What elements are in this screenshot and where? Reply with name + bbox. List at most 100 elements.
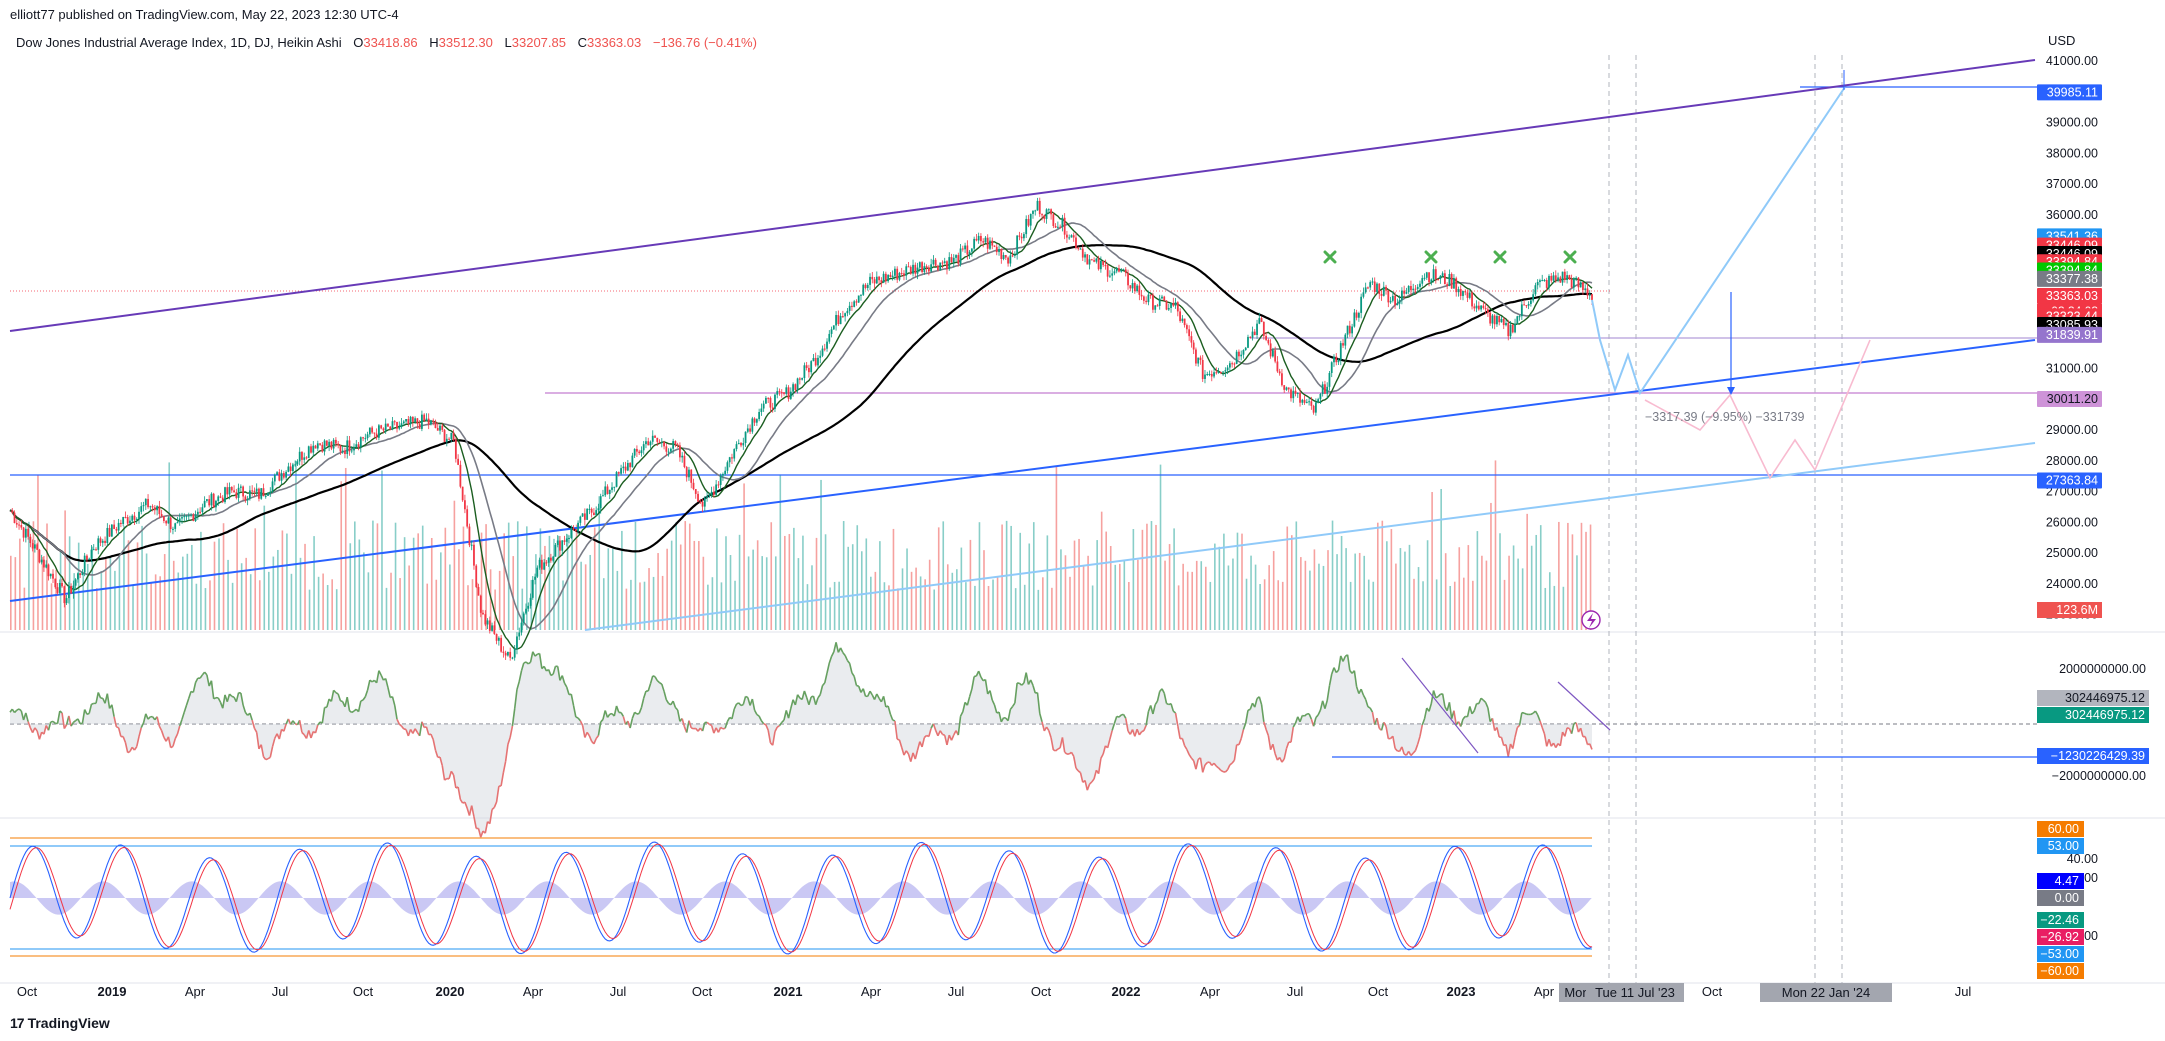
price-tick-label: 24000.00 (2046, 577, 2098, 591)
svg-text:33363.03: 33363.03 (2046, 289, 2098, 303)
time-tick-label: Apr (1200, 984, 1221, 999)
time-tick-label: Oct (1702, 984, 1723, 999)
price-tick-label: 39000.00 (2046, 116, 2098, 130)
stoch-label: 60.00 (2037, 821, 2084, 837)
stoch-label: −22.46 (2037, 912, 2084, 928)
time-tick-label: Oct (353, 984, 374, 999)
stoch-k-line (9, 841, 1593, 955)
ma-50-line (9, 222, 1593, 630)
time-tick-label: Oct (1368, 984, 1389, 999)
time-tick-label: Jul (948, 984, 965, 999)
price-tick-label: 29000.00 (2046, 423, 2098, 437)
price-tick-label: 41000.00 (2046, 54, 2098, 68)
stoch-label: 53.00 (2037, 838, 2084, 854)
stoch-tick-label: 40.00 (2067, 852, 2098, 866)
measure-annotation: −3317.39 (−9.95%) −331739 (1645, 410, 1805, 424)
symbol-title: Dow Jones Industrial Average Index, 1D, … (16, 35, 342, 50)
time-tick-label: Jul (1287, 984, 1304, 999)
price-tick-label: 36000.00 (2046, 208, 2098, 222)
price-tick-label: 37000.00 (2046, 177, 2098, 191)
price-label: 39985.11 (2037, 84, 2102, 101)
svg-text:30011.20: 30011.20 (2047, 392, 2098, 406)
stoch-label: −53.00 (2037, 946, 2084, 962)
price-tick-label: 38000.00 (2046, 146, 2098, 160)
ma-200-line (9, 244, 1593, 563)
macd-tick-label: −2000000000.00 (2052, 769, 2146, 783)
high-value: 33512.30 (438, 35, 493, 50)
stoch-d-line (9, 843, 1593, 953)
svg-text:39985.11: 39985.11 (2047, 85, 2098, 99)
stoch-axis: 40.0020.00−40.0060.0053.004.470.00−22.46… (2037, 821, 2098, 979)
stoch-label: 0.00 (2037, 890, 2084, 906)
svg-text:53.00: 53.00 (2048, 839, 2079, 853)
time-tick-label: Oct (17, 984, 38, 999)
price-label: 31839.91 (2037, 326, 2102, 343)
svg-text:31839.91: 31839.91 (2046, 328, 2098, 342)
time-tick-label: Apr (185, 984, 206, 999)
open-label: O (353, 35, 364, 50)
price-tick-label: 25000.00 (2046, 546, 2098, 560)
peak-markers (1323, 250, 1577, 264)
change-value: −136.76 (−0.41%) (652, 35, 757, 50)
svg-text:27363.84: 27363.84 (2046, 473, 2098, 487)
svg-text:302446975.12: 302446975.12 (2065, 708, 2145, 722)
close-value: 33363.03 (587, 35, 642, 50)
time-axis[interactable]: Oct 2019 Apr Jul Oct 2020 Apr Jul Oct 2021 Apr Jul O… (17, 983, 1972, 1002)
macd-label: −1230226429.39 (2037, 748, 2149, 764)
tradingview-logo[interactable]: 17 TradingView (10, 1015, 110, 1031)
time-tick-label: 2021 (774, 984, 803, 999)
svg-text:Mon 22 Jan '24: Mon 22 Jan '24 (1782, 985, 1871, 1000)
svg-text:−53.00: −53.00 (2040, 947, 2079, 961)
time-tick-label: 2019 (98, 984, 127, 999)
symbol-legend: Dow Jones Industrial Average Index, 1D, … (16, 35, 757, 50)
price-tick-label: 31000.00 (2046, 362, 2098, 376)
time-tick-label: Jul (1955, 984, 1972, 999)
time-tick-label: Apr (1534, 984, 1555, 999)
price-candles (11, 197, 1593, 661)
time-tick-label: Apr (523, 984, 544, 999)
close-label: C (577, 35, 587, 50)
macd-line (9, 642, 1593, 838)
publisher-credit: elliott77 published on TradingView.com, … (10, 7, 399, 22)
svg-text:Mon: Mon (1564, 985, 1589, 1000)
open-value: 33418.86 (363, 35, 418, 50)
time-highlight-label: Mon 22 Jan '24 (1760, 983, 1892, 1002)
macd-label: 302446975.12 (2037, 707, 2149, 723)
time-tick-label: 2020 (436, 984, 465, 999)
svg-text:−60.00: −60.00 (2040, 964, 2079, 978)
svg-text:−22.46: −22.46 (2040, 913, 2079, 927)
price-tick-label: 28000.00 (2046, 454, 2098, 468)
time-tick-label: Oct (1031, 984, 1052, 999)
high-label: H (429, 35, 439, 50)
low-value: 33207.85 (511, 35, 566, 50)
time-tick-label: Apr (861, 984, 882, 999)
svg-text:0.00: 0.00 (2055, 891, 2079, 905)
macd-tick-label: 2000000000.00 (2059, 662, 2146, 676)
volume-label: 123.6M (2037, 602, 2102, 618)
svg-text:33377.38: 33377.38 (2046, 272, 2098, 286)
tradingview-logo-icon: 17 (10, 1015, 25, 1031)
macd-axis: 2000000000.00 −2000000000.00 302446975.12 3… (2037, 662, 2149, 783)
currency-label: USD (2048, 33, 2076, 48)
svg-text:−1230226429.39: −1230226429.39 (2051, 749, 2145, 763)
price-label: 30011.20 (2037, 391, 2102, 408)
time-tick-label: Jul (272, 984, 289, 999)
time-tick-label: Jul (610, 984, 627, 999)
price-label: 33363.0303:34:03 (2037, 287, 2102, 318)
price-tick-label: 26000.00 (2046, 515, 2098, 529)
time-tick-label: 2022 (1112, 984, 1141, 999)
svg-text:302446975.12: 302446975.12 (2065, 691, 2145, 705)
ma-20-line (9, 210, 1593, 650)
svg-text:123.6M: 123.6M (2056, 603, 2098, 617)
stoch-label: −26.92 (2037, 929, 2084, 945)
price-label: 27363.84 (2037, 472, 2102, 489)
svg-text:Tue 11 Jul '23: Tue 11 Jul '23 (1595, 985, 1675, 1000)
stoch-label: 4.47 (2037, 873, 2084, 889)
time-tick-label: 2023 (1447, 984, 1476, 999)
macd-label: 302446975.12 (2037, 690, 2149, 706)
svg-text:4.47: 4.47 (2055, 874, 2079, 888)
stoch-label: −60.00 (2037, 963, 2084, 979)
price-axis-labels: 39985.1133541.3633446.0933446.0933394.84… (2037, 84, 2102, 618)
svg-text:−26.92: −26.92 (2040, 930, 2079, 944)
